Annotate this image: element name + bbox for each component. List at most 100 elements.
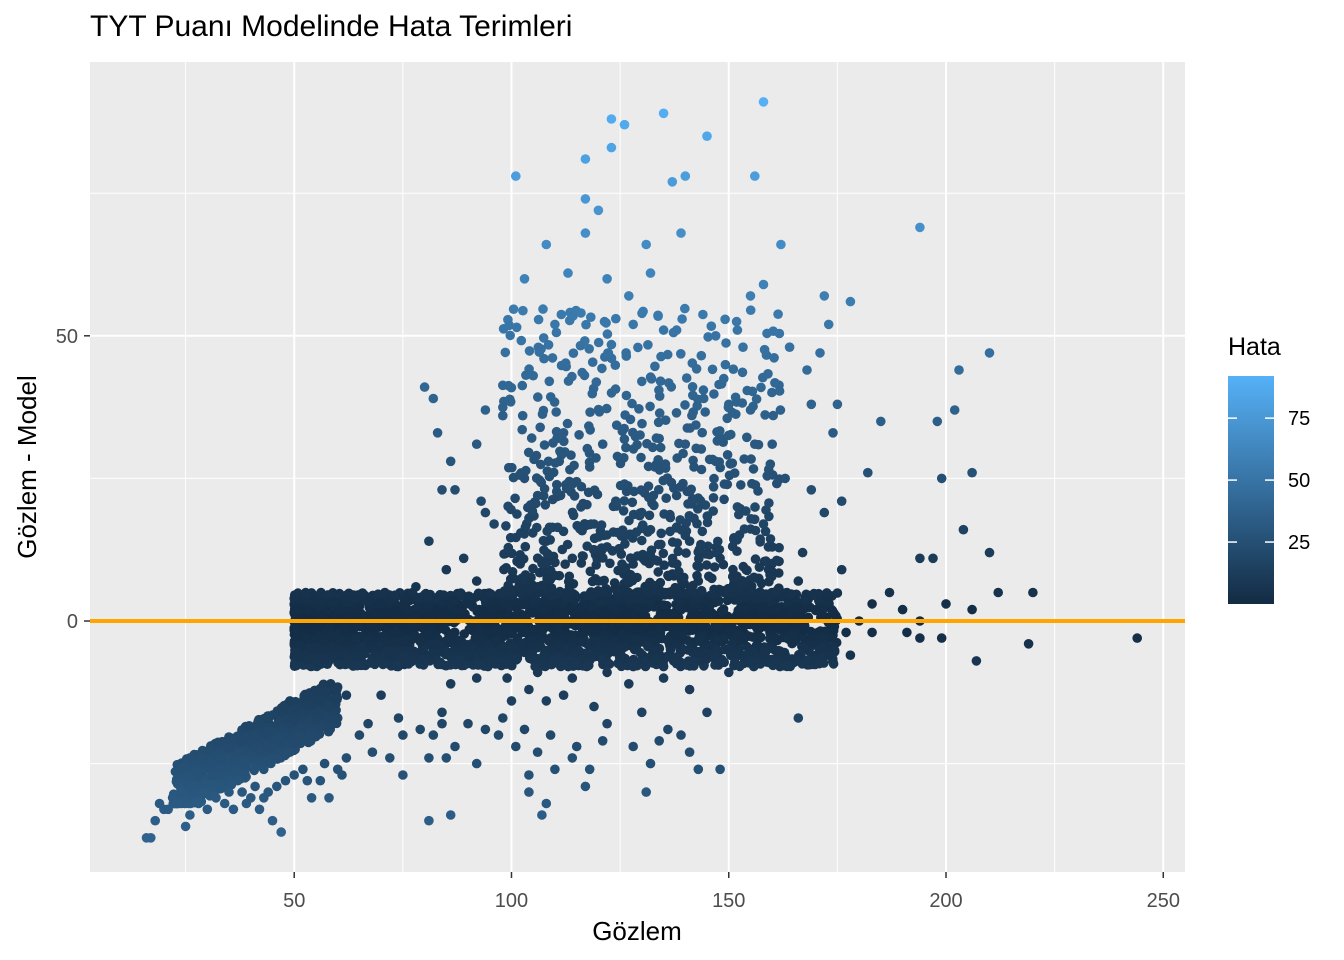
cloud-point [708, 493, 719, 503]
band-point [560, 643, 571, 654]
band-point [541, 604, 552, 615]
band-point [551, 611, 562, 622]
data-point [302, 775, 313, 786]
band-point [357, 588, 368, 598]
cloud-point [677, 314, 687, 324]
data-point [784, 342, 795, 353]
band-point [441, 649, 451, 660]
band-point [456, 588, 466, 598]
band-point [650, 636, 661, 647]
data-point [332, 713, 343, 723]
data-point [428, 730, 439, 740]
data-point [445, 810, 456, 820]
band-point [614, 643, 625, 654]
data-point [450, 741, 460, 752]
cloud-point [672, 587, 683, 597]
cloud-point [584, 421, 594, 431]
data-point [641, 582, 651, 592]
cloud-point [742, 432, 752, 443]
cloud-point [551, 486, 562, 497]
data-point [693, 576, 704, 586]
band-point [479, 607, 490, 617]
data-point [767, 439, 777, 450]
cloud-point [696, 464, 707, 475]
data-point [619, 479, 630, 489]
cluster-point [263, 743, 274, 754]
cloud-point [501, 563, 512, 573]
data-point [780, 650, 790, 660]
cloud-point [555, 586, 565, 597]
data-point [228, 804, 239, 815]
data-point [815, 348, 825, 358]
cloud-point [617, 426, 628, 437]
cloud-point [585, 566, 596, 577]
data-point [250, 741, 260, 752]
cloud-point [620, 539, 630, 549]
data-point [637, 707, 647, 718]
cluster-point [299, 691, 310, 702]
band-point [819, 658, 829, 668]
data-point [836, 496, 847, 507]
cloud-point [687, 382, 698, 392]
cloud-point [746, 454, 756, 464]
data-point [489, 650, 499, 660]
band-point [439, 624, 450, 635]
data-point [215, 753, 226, 763]
data-point [480, 724, 491, 735]
cluster-point [200, 779, 210, 789]
cloud-point [599, 316, 610, 327]
data-point [172, 798, 182, 809]
band-point [700, 648, 711, 659]
data-point [671, 325, 682, 335]
cluster-point [305, 736, 315, 746]
cloud-point [755, 587, 765, 597]
cloud-point [602, 329, 613, 339]
minor-gridlines [90, 62, 1185, 872]
cloud-point [503, 542, 514, 553]
data-point [819, 291, 830, 301]
cloud-point [748, 464, 759, 474]
cloud-point [606, 339, 617, 350]
cloud-point [594, 407, 605, 417]
band-point [589, 649, 600, 660]
band-point [801, 655, 812, 666]
cloud-point [696, 444, 707, 454]
data-point [519, 473, 530, 484]
cloud-point [568, 311, 578, 321]
cloud-point [697, 526, 708, 537]
cloud-point [526, 433, 537, 443]
data-point [936, 633, 947, 643]
cloud-point [679, 572, 689, 583]
band-point [758, 647, 769, 658]
data-point [189, 781, 200, 792]
cloud-point [581, 319, 591, 330]
data-point [532, 490, 543, 501]
cloud-point [742, 385, 752, 396]
data-point [628, 661, 638, 672]
cloud-point [656, 528, 666, 539]
data-point [563, 268, 573, 278]
cloud-point [511, 532, 521, 543]
data-point [471, 439, 482, 450]
cloud-point [605, 558, 615, 569]
band-point [386, 629, 396, 640]
data-point [845, 296, 856, 307]
band-point [593, 624, 603, 634]
band-point [434, 640, 445, 650]
band-point [716, 606, 727, 616]
cloud-point [727, 458, 738, 469]
data-point [606, 142, 617, 153]
data-point [176, 787, 187, 797]
y-axis-ticks: 0 50 [56, 326, 90, 633]
data-point [541, 650, 552, 660]
data-point [471, 758, 482, 769]
data-point [498, 713, 508, 723]
data-point [689, 656, 699, 666]
data-point [424, 753, 434, 763]
color-legend-bar [1228, 376, 1274, 604]
data-point [567, 553, 578, 564]
cloud-point [545, 392, 556, 402]
cloud-point [538, 333, 549, 343]
cloud-point [542, 573, 552, 584]
cloud-point [655, 442, 666, 453]
